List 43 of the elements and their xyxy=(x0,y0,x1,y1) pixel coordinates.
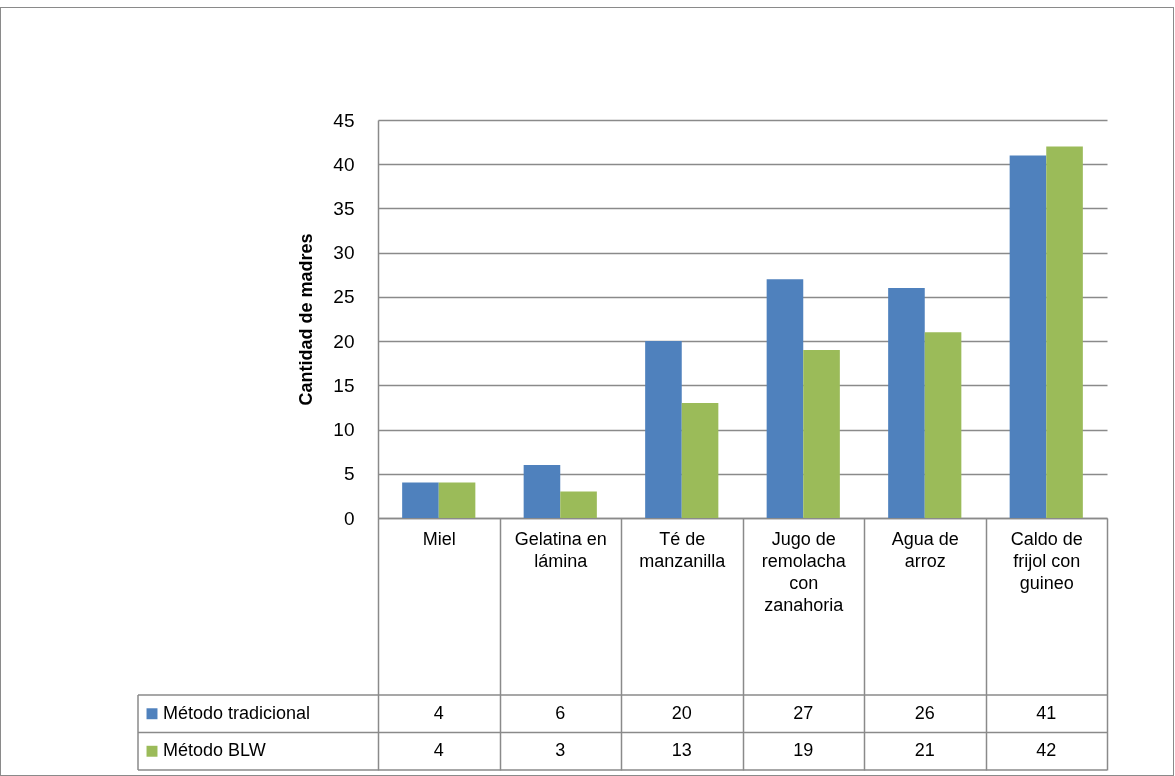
data-label: 19 xyxy=(793,740,814,761)
bar xyxy=(523,464,561,518)
bar xyxy=(766,279,804,518)
data-label: 27 xyxy=(793,702,814,723)
bar xyxy=(1009,155,1047,518)
y-tick-label: 5 xyxy=(343,463,355,485)
y-tick-label: 30 xyxy=(333,242,355,264)
bar xyxy=(681,403,719,518)
bar xyxy=(924,332,962,518)
y-tick-label: 35 xyxy=(333,197,355,219)
bar xyxy=(1046,146,1083,518)
data-label: 6 xyxy=(555,702,566,723)
bar xyxy=(438,482,476,518)
data-label: 20 xyxy=(671,702,692,723)
data-label: 4 xyxy=(433,740,444,761)
legend-label: Método BLW xyxy=(163,740,266,761)
bar xyxy=(645,341,682,518)
bar xyxy=(803,349,840,518)
x-tick-label: Jugo de remolacha con zanahoria xyxy=(761,528,847,615)
data-label: 41 xyxy=(1036,702,1057,723)
x-tick-label: Miel xyxy=(422,528,456,549)
bar xyxy=(888,288,925,518)
bar xyxy=(560,491,597,518)
y-tick-label: 10 xyxy=(333,419,355,441)
legend-label: Método tradicional xyxy=(163,702,311,723)
x-tick-label: Caldo de frijol con guineo xyxy=(1010,528,1083,593)
y-tick-label: 45 xyxy=(333,109,355,131)
data-label: 21 xyxy=(914,740,935,761)
data-label: 42 xyxy=(1036,740,1057,761)
y-tick-label: 20 xyxy=(333,330,355,352)
y-tick-label: 25 xyxy=(333,286,355,308)
x-tick-label: Gelatina en lámina xyxy=(514,528,607,571)
x-tick-label: Agua de arroz xyxy=(891,528,959,571)
data-label: 26 xyxy=(914,702,935,723)
data-label: 4 xyxy=(433,702,444,723)
x-tick-label: Té de manzanilla xyxy=(639,528,727,571)
y-axis-title: Cantidad de madres xyxy=(295,233,316,406)
data-label: 13 xyxy=(671,740,692,761)
y-tick-label: 40 xyxy=(333,153,355,175)
data-label: 3 xyxy=(555,740,566,761)
y-tick-label: 15 xyxy=(333,374,355,396)
y-tick-label: 0 xyxy=(343,507,355,529)
bar xyxy=(402,482,439,518)
